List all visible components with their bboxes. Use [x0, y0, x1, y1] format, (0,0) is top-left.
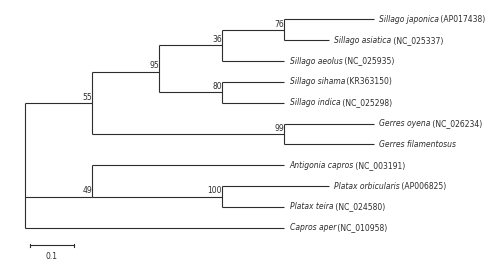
Text: Sillago japonica: Sillago japonica [379, 15, 439, 24]
Text: 99: 99 [274, 124, 284, 133]
Text: 80: 80 [212, 82, 222, 91]
Text: Sillago sihama: Sillago sihama [290, 77, 345, 86]
Text: (NC_010958): (NC_010958) [336, 223, 388, 232]
Text: (AP006825): (AP006825) [400, 182, 446, 191]
Text: Antigonia capros: Antigonia capros [290, 161, 354, 170]
Text: Gerres filamentosus: Gerres filamentosus [379, 140, 456, 149]
Text: 76: 76 [274, 20, 284, 29]
Text: Sillago aeolus: Sillago aeolus [290, 57, 343, 66]
Text: (KR363150): (KR363150) [344, 77, 392, 86]
Text: 49: 49 [82, 186, 92, 195]
Text: Sillago asiatica: Sillago asiatica [334, 36, 392, 45]
Text: 36: 36 [212, 35, 222, 44]
Text: Sillago indica: Sillago indica [290, 98, 340, 107]
Text: Gerres oyena: Gerres oyena [379, 119, 430, 128]
Text: 55: 55 [82, 92, 92, 101]
Text: Platax teira: Platax teira [290, 202, 333, 211]
Text: (NC_025935): (NC_025935) [342, 57, 394, 66]
Text: Platax orbicularis: Platax orbicularis [334, 182, 400, 191]
Text: Capros aper: Capros aper [290, 223, 336, 232]
Text: (NC_025298): (NC_025298) [340, 98, 392, 107]
Text: (NC_026234): (NC_026234) [430, 119, 482, 128]
Text: 95: 95 [150, 61, 159, 70]
Text: 100: 100 [207, 186, 222, 195]
Text: (AP017438): (AP017438) [438, 15, 486, 24]
Text: (NC_025337): (NC_025337) [390, 36, 443, 45]
Text: (NC_003191): (NC_003191) [353, 161, 406, 170]
Text: (NC_024580): (NC_024580) [332, 202, 385, 211]
Text: 0.1: 0.1 [46, 252, 58, 261]
